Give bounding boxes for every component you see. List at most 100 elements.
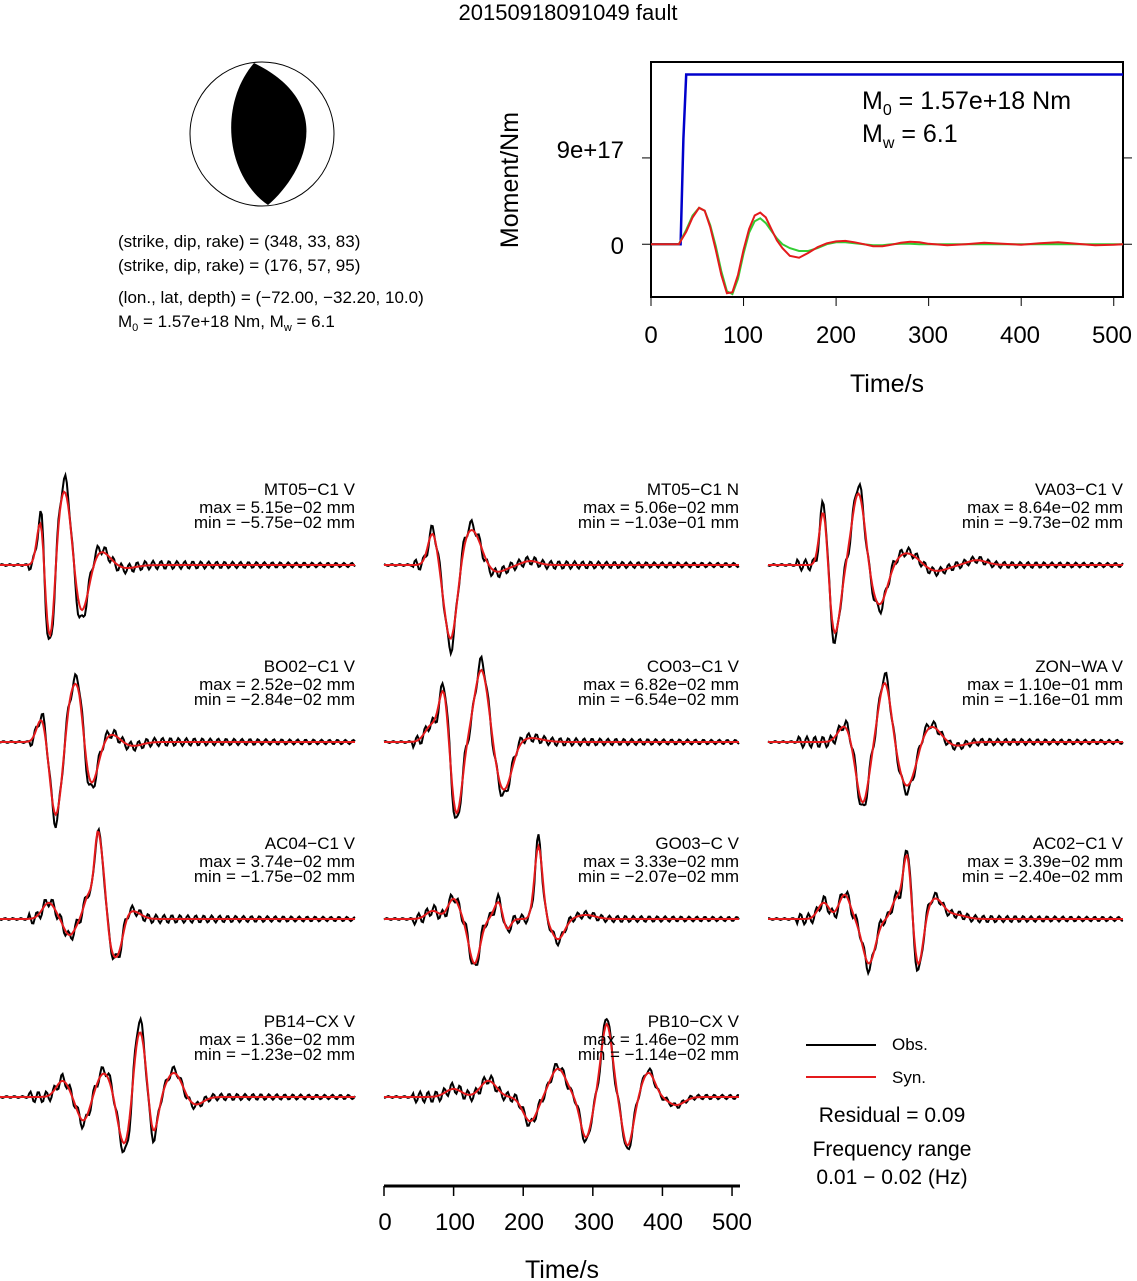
moment-series-group (651, 73, 1124, 296)
synthetic-trace (384, 843, 739, 965)
station-min: min = −1.16e−01 mm (962, 690, 1123, 709)
residual-text: Residual = 0.09 (819, 1104, 966, 1127)
waveform-x-tick-400: 400 (643, 1209, 683, 1236)
synthetic-trace (768, 854, 1123, 967)
synthetic-trace (0, 1031, 355, 1145)
waveform-x-tick-500: 500 (712, 1209, 752, 1236)
synthetic-trace (0, 830, 355, 959)
synthetic-trace (768, 491, 1123, 635)
station-name: CO03−C1 V (647, 657, 740, 676)
figure-title: 20150918091049 fault (459, 0, 678, 25)
station-max: max = 1.36e−02 mm (199, 1030, 355, 1049)
station-max: max = 5.06e−02 mm (583, 498, 739, 517)
station-max: max = 3.39e−02 mm (967, 852, 1123, 871)
moment-plot-frame (650, 61, 1124, 298)
station-name: BO02−C1 V (264, 657, 356, 676)
station-min: min = −1.03e−01 mm (578, 513, 739, 532)
moment-x-tick-100: 100 (723, 322, 763, 349)
observed-trace (383, 518, 740, 658)
station-name: MT05−C1 N (647, 480, 739, 499)
legend-obs-label: Obs. (892, 1035, 928, 1054)
moment-y-label: Moment/Nm (496, 112, 524, 248)
moment-magnitude-line: M0 = 1.57e+18 Nm, Mw = 6.1 (118, 312, 335, 334)
waveform-x-tick-300: 300 (574, 1209, 614, 1236)
frequency-range-label: Frequency range (813, 1138, 972, 1161)
synthetic-trace (384, 668, 739, 815)
station-min: min = −9.73e−02 mm (962, 513, 1123, 532)
location-depth: (lon., lat, depth) = (−72.00, −32.20, 10… (118, 288, 424, 307)
station-name: PB10−CX V (648, 1012, 740, 1031)
station-name: AC04−C1 V (265, 834, 356, 853)
synthetic-trace (384, 1022, 739, 1147)
frequency-range-value: 0.01 − 0.02 (Hz) (816, 1166, 967, 1189)
station-min: min = −1.23e−02 mm (194, 1045, 355, 1064)
mechanism-info: (strike, dip, rake) = (348, 33, 83) (str… (118, 232, 424, 334)
station-min: min = −1.75e−02 mm (194, 867, 355, 886)
station-max: max = 3.74e−02 mm (199, 852, 355, 871)
moment-m0-annotation: M0 = 1.57e+18 Nm (862, 87, 1071, 119)
moment-series-2 (651, 206, 1124, 295)
moment-x-label: Time/s (850, 370, 924, 398)
station-min: min = −2.84e−02 mm (194, 690, 355, 709)
synthetic-trace (384, 529, 739, 640)
station-name: ZON−WA V (1035, 657, 1123, 676)
moment-x-tick-200: 200 (816, 322, 856, 349)
station-name: PB14−CX V (264, 1012, 356, 1031)
station-min: min = −2.40e−02 mm (962, 867, 1123, 886)
synthetic-trace (768, 681, 1123, 804)
station-max: max = 1.46e−02 mm (583, 1030, 739, 1049)
station-min: min = −2.07e−02 mm (578, 867, 739, 886)
nodal-plane-2: (strike, dip, rake) = (176, 57, 95) (118, 256, 360, 275)
moment-x-tick-500: 500 (1092, 322, 1132, 349)
station-max: max = 1.10e−01 mm (967, 675, 1123, 694)
focal-mechanism-beachball (189, 61, 335, 207)
station-min: min = −5.75e−02 mm (194, 513, 355, 532)
moment-x-tick-400: 400 (1000, 322, 1040, 349)
waveform-x-tick-0: 0 (378, 1209, 391, 1236)
moment-x-tick-300: 300 (908, 322, 948, 349)
waveform-time-axis: 0 100 200 300 400 500 Time/s (378, 1184, 752, 1281)
waveform-x-label: Time/s (525, 1256, 599, 1281)
nodal-plane-1: (strike, dip, rake) = (348, 33, 83) (118, 232, 360, 251)
station-max: max = 5.15e−02 mm (199, 498, 355, 517)
synthetic-trace (0, 682, 355, 817)
observed-trace (383, 654, 740, 819)
moment-plot: 9e+17 0 0 100 200 300 400 500 Time/s Mom… (496, 61, 1132, 398)
station-min: min = −6.54e−02 mm (578, 690, 739, 709)
station-max: max = 3.33e−02 mm (583, 852, 739, 871)
waveform-axis-ticks (383, 1186, 733, 1196)
waveform-x-tick-200: 200 (504, 1209, 544, 1236)
station-name: MT05−C1 V (264, 480, 356, 499)
moment-series-1 (651, 206, 1123, 296)
synthetic-trace (0, 490, 355, 638)
station-name: GO03−C V (655, 834, 739, 853)
moment-axis-ticks (642, 157, 1132, 306)
observed-trace (383, 834, 740, 966)
station-min: min = −1.14e−02 mm (578, 1045, 739, 1064)
station-max: max = 6.82e−02 mm (583, 675, 739, 694)
station-max: max = 2.52e−02 mm (199, 675, 355, 694)
station-name: VA03−C1 V (1035, 480, 1124, 499)
station-max: max = 8.64e−02 mm (967, 498, 1123, 517)
observed-trace (383, 1017, 740, 1151)
legend-syn-label: Syn. (892, 1068, 926, 1087)
legend: Obs. Syn. Residual = 0.09 Frequency rang… (806, 1035, 971, 1189)
moment-y-tick-0: 0 (611, 233, 624, 260)
moment-mw-annotation: Mw = 6.1 (862, 120, 958, 152)
waveform-x-tick-100: 100 (435, 1209, 475, 1236)
station-name: AC02−C1 V (1033, 834, 1124, 853)
moment-y-tick-9e17: 9e+17 (557, 137, 624, 164)
